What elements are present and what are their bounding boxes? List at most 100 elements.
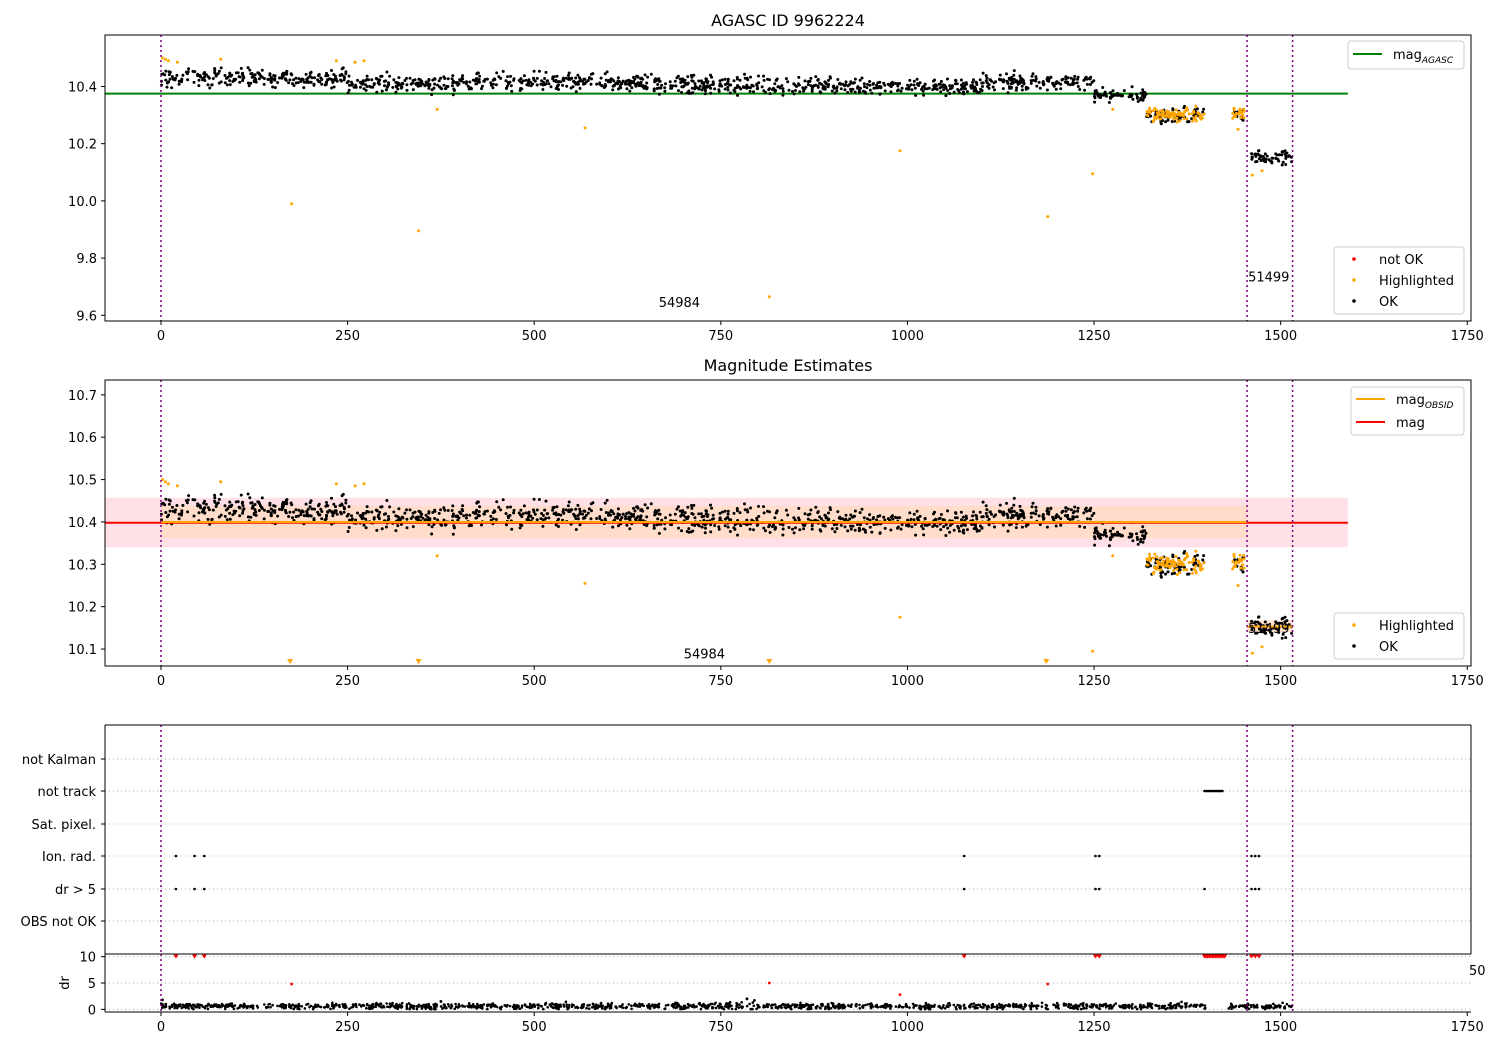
dr-ok-point	[948, 1001, 951, 1005]
ok-point	[506, 75, 509, 79]
ok-point	[424, 83, 427, 87]
ok-point	[296, 514, 300, 518]
ok-point	[1093, 94, 1096, 98]
dr-ok-point	[236, 1007, 239, 1010]
dr-ok-point	[1185, 1002, 1188, 1005]
ok-point	[687, 530, 691, 534]
highlighted-point	[1148, 555, 1152, 559]
ok-point	[809, 508, 813, 512]
ok-point	[408, 76, 412, 80]
ok-point	[846, 91, 850, 94]
ok-point	[254, 513, 258, 517]
ok-point	[1085, 517, 1089, 521]
ok-point	[443, 523, 447, 527]
dr-ok-point	[554, 1002, 558, 1006]
ok-point	[1020, 88, 1024, 92]
ok-point	[590, 509, 593, 513]
x-tick-label: 1500	[1264, 329, 1297, 344]
ok-point	[330, 86, 334, 90]
ok-point	[1045, 88, 1049, 92]
ok-point	[491, 86, 495, 90]
dr-ok-point	[1229, 1005, 1232, 1009]
ok-point	[835, 89, 839, 93]
ok-point	[1143, 90, 1147, 94]
dr-ok-point	[1114, 1002, 1117, 1005]
highlighted-point	[1167, 564, 1171, 568]
ok-point	[312, 82, 316, 86]
ok-point	[1030, 74, 1034, 78]
ok-point	[1022, 81, 1026, 85]
ok-point	[451, 504, 455, 508]
ok-point	[726, 509, 730, 513]
dr-ok-point	[1168, 1006, 1172, 1009]
ok-point	[328, 509, 332, 512]
ok-point	[1015, 79, 1019, 83]
ok-point	[798, 528, 802, 532]
dr-ok-point	[341, 1003, 344, 1006]
ok-point	[206, 83, 210, 87]
ok-point	[862, 516, 866, 520]
dr-ok-point	[824, 1007, 827, 1011]
highlighted-point	[1242, 110, 1246, 113]
highlighted-point	[1178, 119, 1182, 123]
dr-ok-point	[470, 1006, 473, 1009]
ok-point	[621, 512, 625, 516]
ok-point	[1101, 86, 1105, 89]
ok-point	[1267, 158, 1271, 162]
dr-ok-point	[603, 1007, 607, 1011]
ok-point	[1066, 82, 1070, 86]
ok-point	[344, 501, 348, 505]
dr-ok-point	[588, 1003, 591, 1007]
ok-point	[1103, 528, 1107, 532]
dr-ok-point	[832, 1005, 836, 1009]
ok-point	[456, 83, 460, 87]
ok-point	[584, 513, 588, 517]
ok-point	[358, 85, 362, 89]
ok-point	[1066, 76, 1070, 80]
highlighted-point	[1196, 111, 1200, 115]
ok-point	[325, 513, 328, 517]
ok-point	[385, 70, 389, 74]
dr-ok-point	[570, 1005, 574, 1008]
dr-ok-point	[962, 1003, 966, 1007]
ok-point	[196, 504, 200, 508]
ok-point	[253, 508, 257, 512]
ok-point	[809, 76, 813, 80]
ok-point	[165, 81, 169, 85]
ok-point	[830, 89, 834, 93]
ok-point	[934, 517, 938, 521]
dr-ok-point	[1241, 1004, 1245, 1008]
ok-point	[224, 76, 228, 80]
dr-ok-point	[520, 1006, 524, 1009]
ok-point	[358, 80, 362, 84]
dr-ok-point	[692, 1004, 696, 1008]
ok-point	[883, 89, 887, 93]
dr-ok-point	[269, 1005, 272, 1009]
flag-point	[1221, 789, 1224, 793]
flag-point	[962, 887, 966, 891]
ok-point	[461, 77, 465, 81]
highlighted-point	[161, 56, 164, 60]
ok-point	[294, 508, 298, 512]
ok-point	[987, 517, 991, 521]
ok-point	[853, 528, 857, 532]
ok-point	[810, 87, 814, 91]
dr-ok-point	[199, 1003, 203, 1007]
ok-point	[197, 84, 201, 88]
ok-point	[616, 507, 620, 511]
flag-row-label: not Kalman	[22, 753, 96, 768]
dr-ok-point	[735, 1004, 739, 1007]
highlighted-point	[1162, 559, 1165, 563]
ok-point	[870, 530, 874, 534]
dr-ok-point	[972, 1002, 976, 1005]
ok-point	[248, 496, 252, 500]
highlighted-point	[1180, 113, 1184, 117]
ok-point	[704, 512, 708, 516]
highlighted-point	[1240, 559, 1243, 563]
ok-point	[501, 498, 505, 502]
ok-point	[364, 517, 368, 521]
ok-point	[628, 89, 632, 93]
x-tick-label: 1250	[1077, 1020, 1110, 1035]
dr-ok-point	[594, 1003, 598, 1006]
